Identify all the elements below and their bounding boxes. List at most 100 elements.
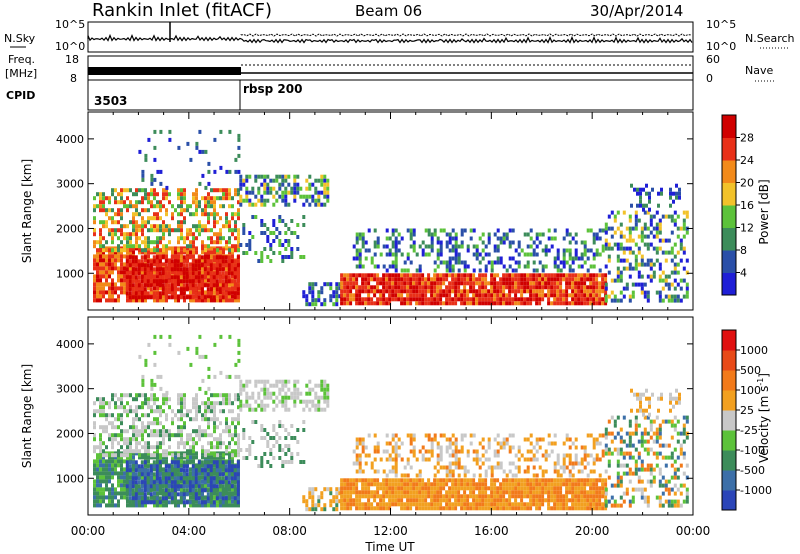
frequency-panel: Freq. [MHz] 18 8 60 0 Nave: [5, 53, 775, 85]
data-cell: [484, 277, 488, 282]
data-cell: [406, 506, 410, 511]
data-cell: [421, 273, 425, 278]
data-cell: [457, 256, 461, 261]
data-cell: [406, 289, 410, 294]
data-cell: [173, 275, 177, 280]
data-cell: [323, 202, 327, 207]
data-cell: [406, 478, 410, 483]
data-cell: [93, 196, 96, 201]
data-cell: [391, 264, 395, 269]
data-cell: [403, 277, 407, 282]
data-cell: [266, 391, 270, 396]
data-cell: [132, 397, 135, 402]
data-cell: [278, 231, 282, 235]
data-cell: [239, 182, 243, 187]
data-cell: [349, 281, 353, 286]
data-cell: [102, 192, 105, 197]
data-cell: [314, 391, 318, 396]
data-cell: [126, 240, 129, 245]
data-cell: [311, 198, 315, 203]
data-cell: [637, 250, 641, 255]
noise-tick-left-low: 10^0: [55, 40, 85, 53]
data-cell: [129, 266, 132, 271]
data-cell: [556, 268, 560, 273]
data-cell: [236, 275, 240, 280]
data-cell: [433, 301, 437, 306]
data-cell: [120, 224, 123, 229]
data-cell: [421, 502, 425, 507]
data-cell: [610, 246, 614, 251]
data-cell: [373, 252, 377, 257]
data-cell: [204, 185, 208, 190]
data-cell: [397, 498, 401, 503]
data-cell: [511, 285, 515, 290]
data-cell: [643, 282, 647, 287]
data-cell: [400, 252, 404, 257]
data-cell: [144, 224, 147, 229]
data-cell: [147, 196, 150, 201]
data-cell: [391, 478, 395, 483]
data-cell: [424, 502, 428, 507]
data-cell: [225, 169, 229, 174]
data-cell: [511, 301, 515, 306]
data-cell: [598, 273, 602, 278]
data-cell: [427, 289, 431, 294]
data-cell: [245, 383, 249, 388]
data-cell: [218, 492, 222, 497]
data-cell: [556, 248, 560, 253]
data-cell: [200, 283, 204, 288]
data-cell: [245, 251, 249, 255]
data-cell: [673, 266, 677, 271]
data-cell: [388, 285, 392, 290]
data-cell: [111, 216, 114, 221]
data-cell: [117, 294, 120, 299]
data-cell: [225, 417, 228, 422]
data-cell: [403, 297, 407, 302]
data-cell: [189, 240, 192, 245]
data-cell: [616, 226, 620, 231]
data-cell: [135, 192, 138, 197]
data-cell: [493, 277, 497, 282]
data-cell: [296, 235, 300, 239]
data-cell: [436, 285, 440, 290]
data-cell: [595, 285, 599, 290]
data-cell: [544, 285, 548, 290]
data-cell: [201, 149, 205, 154]
data-cell: [639, 203, 642, 208]
data-cell: [173, 476, 177, 481]
data-cell: [439, 478, 443, 483]
data-cell: [577, 277, 581, 282]
data-cell: [204, 429, 207, 434]
data-cell: [640, 282, 644, 287]
data-cell: [598, 285, 602, 290]
data-cell: [667, 238, 671, 243]
data-cell: [323, 178, 327, 183]
data-cell: [589, 277, 593, 282]
data-cell: [664, 278, 668, 283]
data-cell: [141, 455, 144, 460]
data-cell: [150, 453, 153, 458]
data-cell: [272, 231, 276, 235]
data-cell: [448, 494, 452, 499]
data-cell: [203, 255, 207, 260]
data-cell: [278, 174, 282, 179]
data-cell: [412, 285, 416, 290]
data-cell: [326, 194, 330, 199]
data-cell: [379, 506, 383, 511]
data-cell: [147, 425, 150, 430]
data-cell: [610, 226, 614, 231]
data-cell: [433, 494, 437, 499]
data-cell: [436, 240, 440, 245]
data-cell: [418, 498, 422, 503]
data-cell: [323, 391, 327, 396]
data-cell: [382, 502, 386, 507]
data-cell: [269, 186, 273, 191]
data-cell: [150, 250, 153, 255]
data-cell: [388, 297, 392, 302]
data-cell: [326, 391, 330, 396]
data-cell: [227, 279, 231, 284]
data-cell: [385, 486, 389, 491]
data-cell: [177, 503, 180, 508]
data-cell: [210, 212, 213, 217]
data-cell: [445, 240, 449, 245]
